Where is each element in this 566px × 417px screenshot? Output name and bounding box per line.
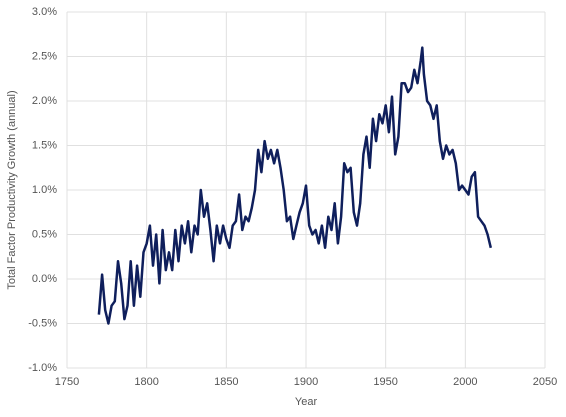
x-tick-label: 2000 xyxy=(453,376,477,388)
y-tick-label: 1.5% xyxy=(32,139,57,151)
y-tick-label: 0.0% xyxy=(32,273,57,285)
y-axis-label: Total Factor Productivity Growth (annual… xyxy=(6,90,18,289)
x-axis-label: Year xyxy=(295,396,318,408)
y-tick-label: -1.0% xyxy=(28,362,57,374)
data-line xyxy=(97,46,493,325)
y-tick-label: 3.0% xyxy=(32,6,57,18)
y-tick-label: 1.0% xyxy=(32,184,57,196)
x-tick-label: 1850 xyxy=(214,376,238,388)
y-tick-label: 2.5% xyxy=(32,50,57,62)
y-tick-label: -0.5% xyxy=(28,317,57,329)
x-tick-label: 2050 xyxy=(533,376,557,388)
x-tick-label: 1800 xyxy=(134,376,158,388)
x-tick-label: 1900 xyxy=(294,376,318,388)
y-tick-label: 0.5% xyxy=(32,228,57,240)
x-tick-label: 1950 xyxy=(373,376,397,388)
x-tick-label: 1750 xyxy=(55,376,79,388)
y-tick-label: 2.0% xyxy=(32,95,57,107)
